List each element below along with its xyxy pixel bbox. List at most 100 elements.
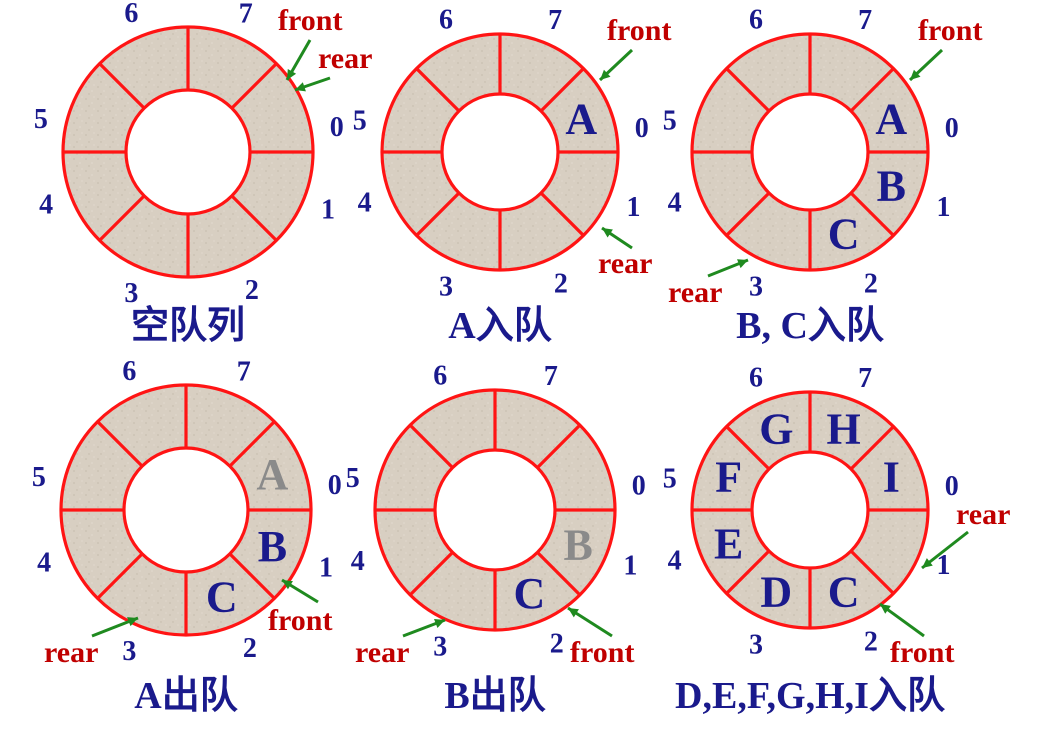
pointer-label-rear: rear bbox=[668, 276, 722, 309]
slot-index-label: 2 bbox=[554, 269, 568, 300]
slot-divider bbox=[539, 67, 585, 113]
slot-index-label: 5 bbox=[34, 104, 48, 135]
pointer-label-front: front bbox=[268, 604, 332, 637]
slot-index-label: 4 bbox=[358, 187, 372, 218]
slot-index-label: 0 bbox=[330, 112, 344, 143]
arrow-head-icon bbox=[127, 617, 138, 627]
arrow-head-icon bbox=[295, 82, 306, 92]
slot-index-label: 1 bbox=[627, 192, 641, 223]
slot-divider bbox=[228, 552, 276, 600]
slot-index-label: 3 bbox=[749, 272, 763, 303]
slot-index-label: 6 bbox=[439, 4, 453, 35]
panel-caption: B, C入队 bbox=[736, 305, 885, 347]
slot-index-label: 7 bbox=[237, 356, 251, 387]
pointer-label-front: front bbox=[918, 14, 982, 47]
slot-index-label: 5 bbox=[663, 464, 677, 495]
slot-index-label: 6 bbox=[749, 4, 763, 35]
queue-element: I bbox=[883, 452, 900, 501]
slot-divider bbox=[849, 191, 895, 237]
slot-index-label: 2 bbox=[245, 275, 259, 306]
pointer-label-front: front bbox=[570, 636, 634, 669]
queue-panel: 0 1 2 3 4 5 6 7 front rear 空队列 bbox=[34, 0, 373, 347]
slot-index-label: 0 bbox=[945, 113, 959, 144]
slot-index-label: 6 bbox=[122, 356, 136, 387]
slot-index-label: 4 bbox=[37, 548, 51, 579]
inner-circle bbox=[124, 88, 252, 216]
queue-element: D bbox=[760, 567, 792, 616]
slot-divider bbox=[725, 191, 771, 237]
queue-panel: 0 1 2 3 4 5 6 7 ABC front rear A出队 bbox=[32, 356, 342, 717]
panel-caption: B出队 bbox=[444, 675, 546, 717]
slot-index-label: 4 bbox=[39, 190, 53, 221]
inner-circle bbox=[433, 448, 557, 572]
pointer-label-front: front bbox=[607, 14, 671, 47]
slot-divider bbox=[415, 191, 461, 237]
pointer-label-front: front bbox=[890, 636, 954, 669]
queue-element: B bbox=[877, 162, 906, 211]
slot-divider bbox=[539, 191, 585, 237]
panel-caption: A入队 bbox=[448, 305, 552, 347]
panel-caption: D,E,F,G,H,I入队 bbox=[675, 675, 946, 717]
queue-element: E bbox=[714, 520, 743, 569]
slot-divider bbox=[725, 549, 771, 595]
slot-index-label: 2 bbox=[550, 628, 564, 659]
slot-index-label: 1 bbox=[937, 192, 951, 223]
slot-index-label: 1 bbox=[321, 195, 335, 226]
inner-circle bbox=[750, 450, 870, 570]
slot-divider bbox=[415, 67, 461, 113]
queue-element: C bbox=[514, 569, 546, 618]
queue-element: A bbox=[256, 450, 288, 499]
pointer-label-rear: rear bbox=[598, 247, 652, 280]
slot-divider bbox=[536, 424, 581, 469]
slot-index-label: 7 bbox=[858, 363, 872, 394]
slot-index-label: 3 bbox=[122, 636, 136, 667]
slot-divider bbox=[536, 551, 581, 596]
slot-divider bbox=[409, 424, 454, 469]
slot-index-label: 2 bbox=[243, 633, 257, 664]
arrow-head-icon bbox=[910, 69, 921, 80]
pointer-label-rear: rear bbox=[956, 498, 1010, 531]
slot-index-label: 0 bbox=[632, 471, 646, 502]
slot-index-label: 5 bbox=[353, 106, 367, 137]
arrow-head-icon bbox=[737, 259, 748, 269]
pointer-label-rear: rear bbox=[355, 636, 409, 669]
slot-index-label: 4 bbox=[351, 546, 365, 577]
queue-element: B bbox=[258, 522, 287, 571]
slot-index-label: 5 bbox=[32, 462, 46, 493]
arrow-head-icon bbox=[880, 604, 891, 614]
panel-caption: 空队列 bbox=[131, 305, 245, 347]
arrow-head-icon bbox=[568, 608, 579, 618]
arrow-head-icon bbox=[282, 580, 293, 590]
queue-element: C bbox=[828, 567, 860, 616]
inner-circle bbox=[440, 92, 560, 212]
queue-element: A bbox=[875, 94, 907, 143]
slot-index-label: 5 bbox=[663, 106, 677, 137]
panel-caption: A出队 bbox=[134, 675, 238, 717]
inner-circle bbox=[122, 446, 250, 574]
arrow-head-icon bbox=[602, 228, 613, 238]
slot-index-label: 1 bbox=[623, 551, 637, 582]
slot-divider bbox=[96, 420, 144, 468]
slot-divider bbox=[849, 425, 895, 471]
queue-element: H bbox=[827, 405, 861, 454]
arrow-head-icon bbox=[287, 69, 297, 80]
slot-index-label: 1 bbox=[319, 553, 333, 584]
queue-element: G bbox=[759, 405, 793, 454]
queue-element: C bbox=[828, 209, 860, 258]
slot-index-label: 4 bbox=[668, 545, 682, 576]
slot-index-label: 0 bbox=[635, 113, 649, 144]
slot-index-label: 6 bbox=[749, 362, 763, 393]
slot-index-label: 3 bbox=[439, 272, 453, 303]
slot-index-label: 0 bbox=[945, 471, 959, 502]
arrow-head-icon bbox=[434, 619, 445, 628]
slot-divider bbox=[725, 425, 771, 471]
slot-divider bbox=[98, 62, 146, 110]
queue-element: B bbox=[563, 520, 592, 569]
slot-divider bbox=[98, 194, 146, 242]
slot-divider bbox=[230, 62, 278, 110]
slot-index-label: 3 bbox=[749, 630, 763, 661]
